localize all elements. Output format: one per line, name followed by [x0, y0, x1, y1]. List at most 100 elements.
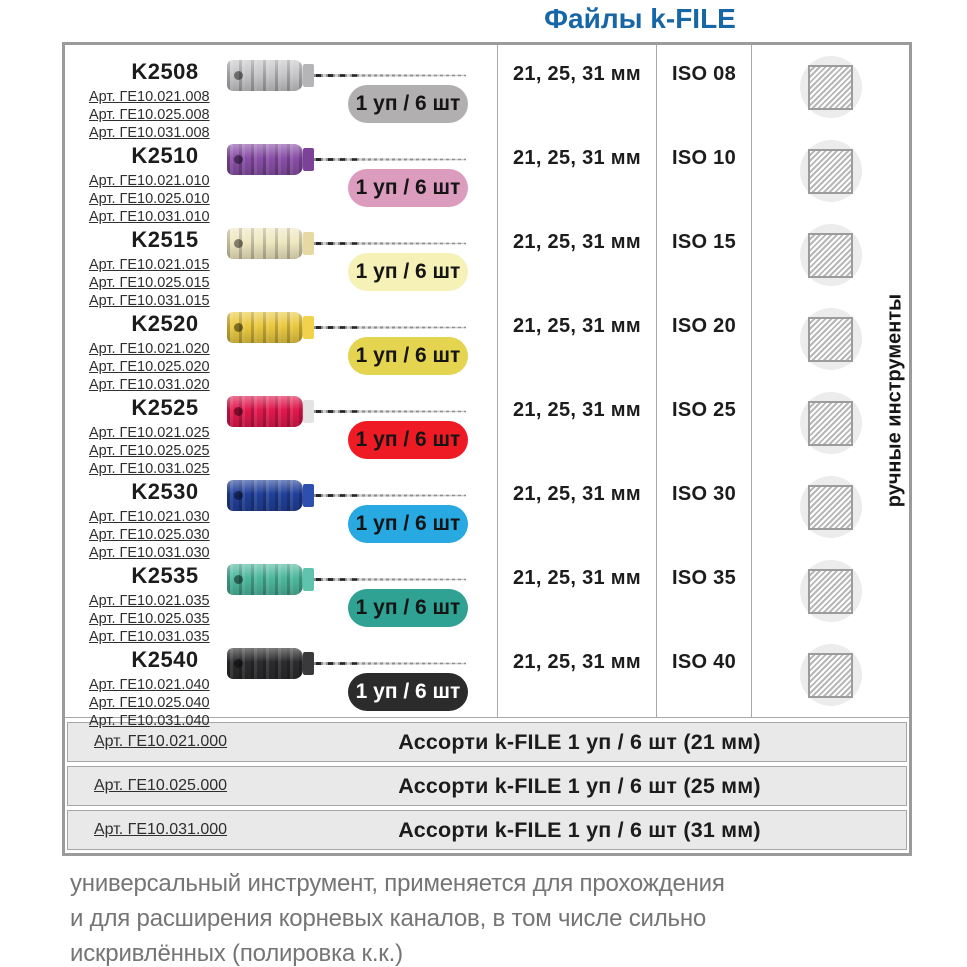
article-link[interactable]: Арт. ГЕ10.031.015 [89, 293, 210, 309]
pack-badge: 1 уп / 6 шт [348, 337, 468, 375]
length-cell: 21, 25, 31 мм [498, 129, 657, 213]
pack-badge: 1 уп / 6 шт [348, 673, 468, 711]
article-link[interactable]: Арт. ГЕ10.031.020 [89, 377, 210, 393]
instrument-handle [227, 144, 303, 175]
swatch-cell [752, 129, 909, 213]
product-row: K2535 Арт. ГЕ10.021.035 Арт. ГЕ10.025.03… [65, 549, 498, 645]
article-link[interactable]: Арт. ГЕ10.031.008 [89, 125, 210, 141]
iso-cell: ISO 35 [657, 549, 752, 633]
article-link[interactable]: Арт. ГЕ10.021.035 [89, 593, 210, 609]
article-link[interactable]: Арт. ГЕ10.031.030 [89, 545, 210, 561]
instrument-handle [227, 564, 303, 595]
article-link[interactable]: Арт. ГЕ10.031.040 [89, 713, 210, 729]
article-link[interactable]: Арт. ГЕ10.031.010 [89, 209, 210, 225]
product-row: K2530 Арт. ГЕ10.021.030 Арт. ГЕ10.025.03… [65, 465, 498, 561]
file-instrument-image [227, 228, 527, 262]
swatch-circle [799, 644, 862, 706]
hatched-swatch-icon [808, 568, 853, 614]
article-link[interactable]: Арт. ГЕ10.021.025 [89, 425, 210, 441]
hatched-swatch-icon [808, 484, 853, 530]
swatch-circle [799, 392, 862, 454]
swatch-cell [752, 213, 909, 297]
instrument-file-wire [314, 326, 466, 329]
instrument-file-wire [314, 242, 466, 245]
iso-cell: ISO 25 [657, 381, 752, 465]
article-link[interactable]: Арт. ГЕ10.021.008 [89, 89, 210, 105]
article-links: Арт. ГЕ10.021.040 Арт. ГЕ10.025.040 Арт.… [89, 676, 241, 730]
swatch-cell [752, 633, 909, 717]
product-code-block: K2535 Арт. ГЕ10.021.035 Арт. ГЕ10.025.03… [89, 563, 241, 646]
pack-badge: 1 уп / 6 шт [348, 169, 468, 207]
article-link[interactable]: Арт. ГЕ10.021.010 [89, 173, 210, 189]
iso-cell: ISO 08 [657, 45, 752, 129]
instrument-file-wire [314, 494, 466, 497]
article-links: Арт. ГЕ10.021.010 Арт. ГЕ10.025.010 Арт.… [89, 172, 241, 226]
instrument-file-wire [314, 410, 466, 413]
instrument-handle [227, 480, 303, 511]
pack-badge: 1 уп / 6 шт [348, 85, 468, 123]
article-link[interactable]: Арт. ГЕ10.025.030 [89, 527, 210, 543]
swatch-circle [799, 560, 862, 622]
product-row: K2510 Арт. ГЕ10.021.010 Арт. ГЕ10.025.01… [65, 129, 498, 225]
article-link[interactable]: Арт. ГЕ10.021.015 [89, 257, 210, 273]
product-code-block: K2515 Арт. ГЕ10.021.015 Арт. ГЕ10.025.01… [89, 227, 241, 310]
hatched-swatch-icon [808, 400, 853, 446]
article-link[interactable]: Арт. ГЕ10.021.030 [89, 509, 210, 525]
swatch-cell [752, 549, 909, 633]
article-links: Арт. ГЕ10.021.020 Арт. ГЕ10.025.020 Арт.… [89, 340, 241, 394]
article-link[interactable]: Арт. ГЕ10.025.040 [89, 695, 210, 711]
instrument-collar [303, 400, 314, 423]
instrument-file-wire [314, 578, 466, 581]
article-link[interactable]: Арт. ГЕ10.021.040 [89, 677, 210, 693]
article-links: Арт. ГЕ10.021.015 Арт. ГЕ10.025.015 Арт.… [89, 256, 241, 310]
file-instrument-image [227, 60, 527, 94]
article-link[interactable]: Арт. ГЕ10.021.020 [89, 341, 210, 357]
article-link[interactable]: Арт. ГЕ10.025.015 [89, 275, 210, 291]
article-link[interactable]: Арт. ГЕ10.031.025 [89, 461, 210, 477]
assorted-article-link[interactable]: Арт. ГЕ10.021.000 [94, 733, 228, 750]
catalog-table: K2508 Арт. ГЕ10.021.008 Арт. ГЕ10.025.00… [62, 42, 912, 856]
article-link[interactable]: Арт. ГЕ10.025.010 [89, 191, 210, 207]
product-row: K2525 Арт. ГЕ10.021.025 Арт. ГЕ10.025.02… [65, 381, 498, 477]
assorted-name: Ассорти k-FILE 1 уп / 6 шт (31 мм) [398, 817, 761, 842]
length-cell: 21, 25, 31 мм [498, 549, 657, 633]
article-links: Арт. ГЕ10.021.030 Арт. ГЕ10.025.030 Арт.… [89, 508, 241, 562]
instrument-collar [303, 652, 314, 675]
hatched-swatch-icon [808, 652, 853, 698]
assorted-article-link[interactable]: Арт. ГЕ10.031.000 [94, 821, 228, 838]
article-link[interactable]: Арт. ГЕ10.025.020 [89, 359, 210, 375]
product-code: K2535 [131, 563, 199, 588]
article-link[interactable]: Арт. ГЕ10.025.008 [89, 107, 210, 123]
length-cell: 21, 25, 31 мм [498, 213, 657, 297]
product-code: K2530 [131, 479, 199, 504]
file-instrument-image [227, 396, 527, 430]
article-link[interactable]: Арт. ГЕ10.025.025 [89, 443, 210, 459]
assorted-article-link[interactable]: Арт. ГЕ10.025.000 [94, 777, 228, 794]
product-code: K2520 [131, 311, 199, 336]
product-row: K2520 Арт. ГЕ10.021.020 Арт. ГЕ10.025.02… [65, 297, 498, 393]
article-links: Арт. ГЕ10.021.035 Арт. ГЕ10.025.035 Арт.… [89, 592, 241, 646]
length-cell: 21, 25, 31 мм [498, 465, 657, 549]
product-code: K2540 [131, 647, 199, 672]
product-code-block: K2508 Арт. ГЕ10.021.008 Арт. ГЕ10.025.00… [89, 59, 241, 142]
assorted-row: Арт. ГЕ10.031.000 Ассорти k-FILE 1 уп / … [67, 810, 907, 850]
description-line: универсальный инструмент, применяется дл… [70, 870, 725, 897]
file-instrument-image [227, 312, 527, 346]
iso-cell: ISO 40 [657, 633, 752, 717]
assorted-rows: Арт. ГЕ10.021.000 Ассорти k-FILE 1 уп / … [65, 722, 909, 850]
swatch-circle [799, 308, 862, 370]
article-link[interactable]: Арт. ГЕ10.031.035 [89, 629, 210, 645]
product-code-block: K2530 Арт. ГЕ10.021.030 Арт. ГЕ10.025.03… [89, 479, 241, 562]
description-line: искривлённых (полировка к.к.) [70, 940, 403, 967]
assorted-name: Ассорти k-FILE 1 уп / 6 шт (25 мм) [398, 773, 761, 798]
assorted-row: Арт. ГЕ10.025.000 Ассорти k-FILE 1 уп / … [67, 766, 907, 806]
hatched-swatch-icon [808, 316, 853, 362]
swatch-cell [752, 45, 909, 129]
product-code-block: K2525 Арт. ГЕ10.021.025 Арт. ГЕ10.025.02… [89, 395, 241, 478]
pack-badge: 1 уп / 6 шт [348, 421, 468, 459]
file-instrument-image [227, 648, 527, 682]
product-code-block: K2520 Арт. ГЕ10.021.020 Арт. ГЕ10.025.02… [89, 311, 241, 394]
swatch-cell [752, 297, 909, 381]
article-link[interactable]: Арт. ГЕ10.025.035 [89, 611, 210, 627]
length-cell: 21, 25, 31 мм [498, 633, 657, 717]
